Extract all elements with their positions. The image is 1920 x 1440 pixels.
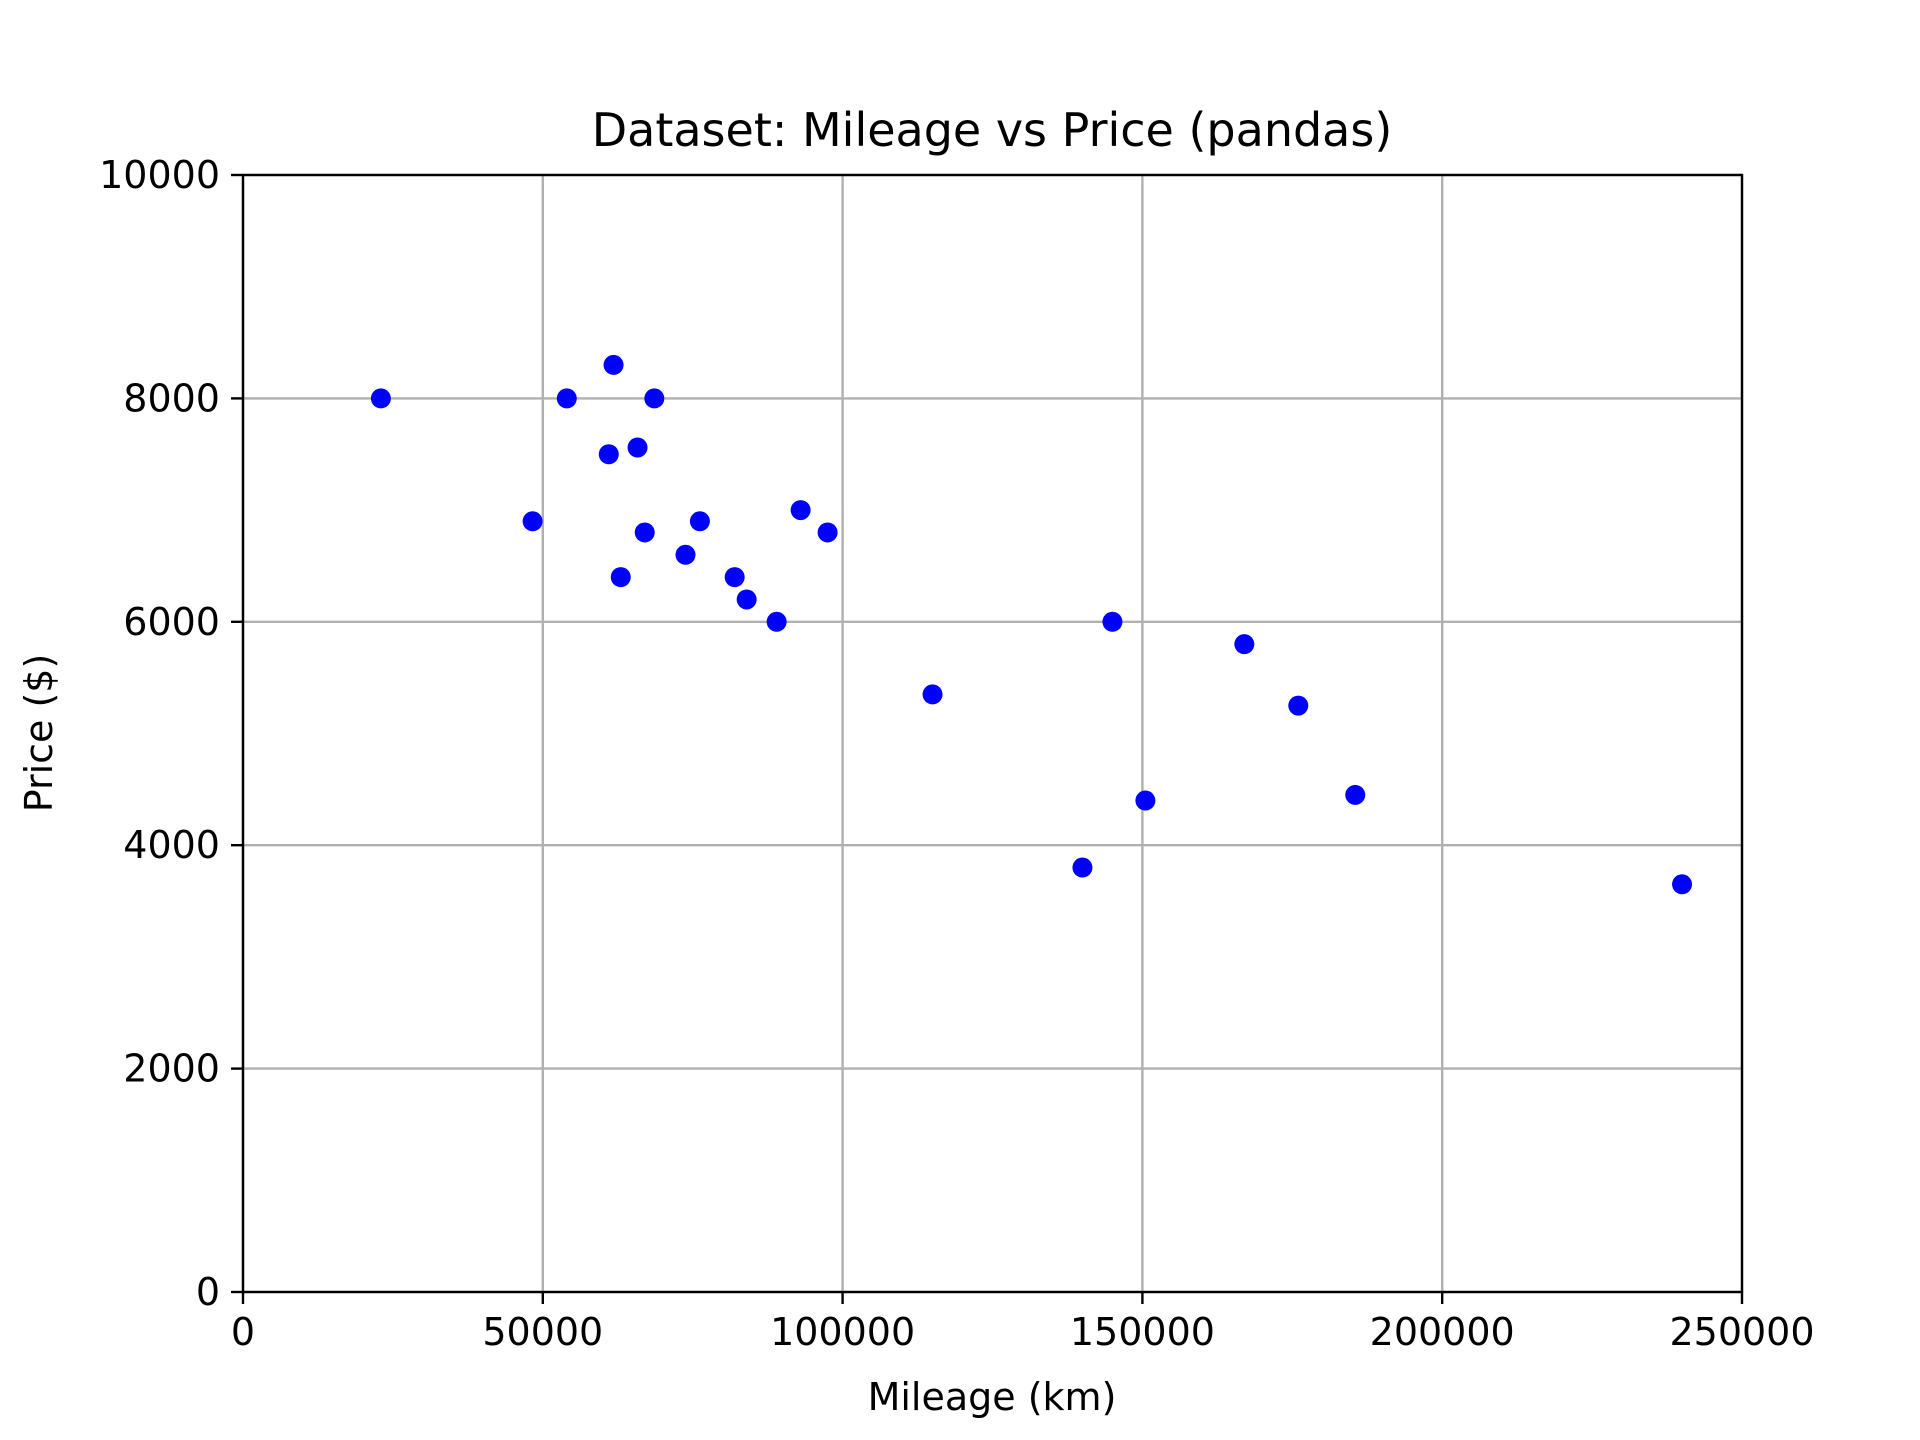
x-tick-label: 100000 (770, 1310, 915, 1354)
x-tick-label: 150000 (1070, 1310, 1215, 1354)
data-point (370, 388, 391, 409)
data-point (922, 684, 943, 705)
data-point (1072, 857, 1093, 878)
data-point (689, 511, 710, 532)
x-tick-label: 200000 (1370, 1310, 1515, 1354)
data-point (1672, 874, 1693, 895)
y-tick-label: 8000 (123, 376, 220, 420)
data-point (736, 589, 757, 610)
y-tick-label: 2000 (123, 1047, 220, 1091)
data-points (370, 354, 1693, 895)
grid-lines (241, 173, 1744, 1294)
data-point (556, 388, 577, 409)
y-axis-label: Price ($) (17, 654, 61, 813)
y-tick-label: 4000 (123, 823, 220, 867)
data-point (817, 522, 838, 543)
y-tick-label: 6000 (123, 600, 220, 644)
x-axis-label: Mileage (km) (868, 1375, 1117, 1419)
data-point (790, 500, 811, 521)
data-point (598, 444, 619, 465)
data-point (1102, 611, 1123, 632)
x-tick-label: 250000 (1669, 1310, 1814, 1354)
data-point (724, 567, 745, 588)
data-point (1135, 790, 1156, 811)
data-point (1288, 695, 1309, 716)
data-point (634, 522, 655, 543)
data-point (603, 354, 624, 375)
chart-title: Dataset: Mileage vs Price (pandas) (592, 103, 1393, 157)
data-point (522, 511, 543, 532)
y-tick-label: 0 (196, 1270, 220, 1314)
data-point (1234, 634, 1255, 655)
x-tick-label: 50000 (482, 1310, 603, 1354)
data-point (1345, 784, 1366, 805)
data-point (610, 567, 631, 588)
data-point (675, 544, 696, 565)
x-tick-label: 0 (231, 1310, 255, 1354)
axis-ticks: 0 50000 100000 150000 200000 250000 0 2000 4000 6… (99, 153, 1814, 1354)
data-point (766, 611, 787, 632)
y-tick-label: 10000 (99, 153, 220, 197)
plot-frame (241, 173, 1744, 1294)
data-point (644, 388, 665, 409)
data-point (627, 437, 648, 458)
